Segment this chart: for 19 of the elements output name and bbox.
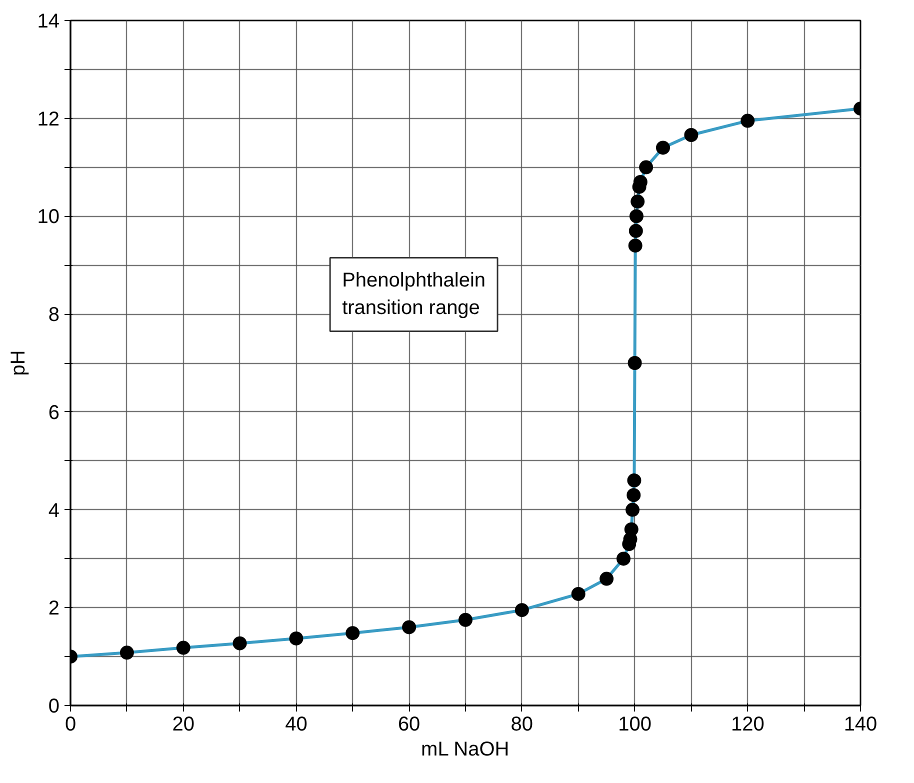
x-tick-label: 20 xyxy=(172,714,194,736)
x-tick-label: 80 xyxy=(510,714,534,736)
x-axis-title: mL NaOH xyxy=(421,738,510,760)
x-tick-label: 100 xyxy=(618,714,652,736)
x-tick-label: 140 xyxy=(844,714,878,736)
y-tick-label: 8 xyxy=(48,304,60,326)
y-tick-label: 0 xyxy=(48,696,60,718)
y-axis-title: pH xyxy=(7,350,30,376)
y-tick-label: 10 xyxy=(37,206,60,228)
annotation: Phenolphthalein transition range xyxy=(342,270,486,320)
y-tick-label: 2 xyxy=(48,598,60,620)
y-tick-label: 12 xyxy=(37,108,60,130)
x-tick-label: 60 xyxy=(398,714,420,736)
y-tick-label: 14 xyxy=(37,10,60,32)
x-tick-label: 0 xyxy=(64,714,76,736)
y-tick-label: 4 xyxy=(48,500,60,522)
x-tick-label: 40 xyxy=(285,714,308,736)
y-tick-label: 6 xyxy=(48,402,60,424)
x-tick-label: 120 xyxy=(730,714,764,736)
